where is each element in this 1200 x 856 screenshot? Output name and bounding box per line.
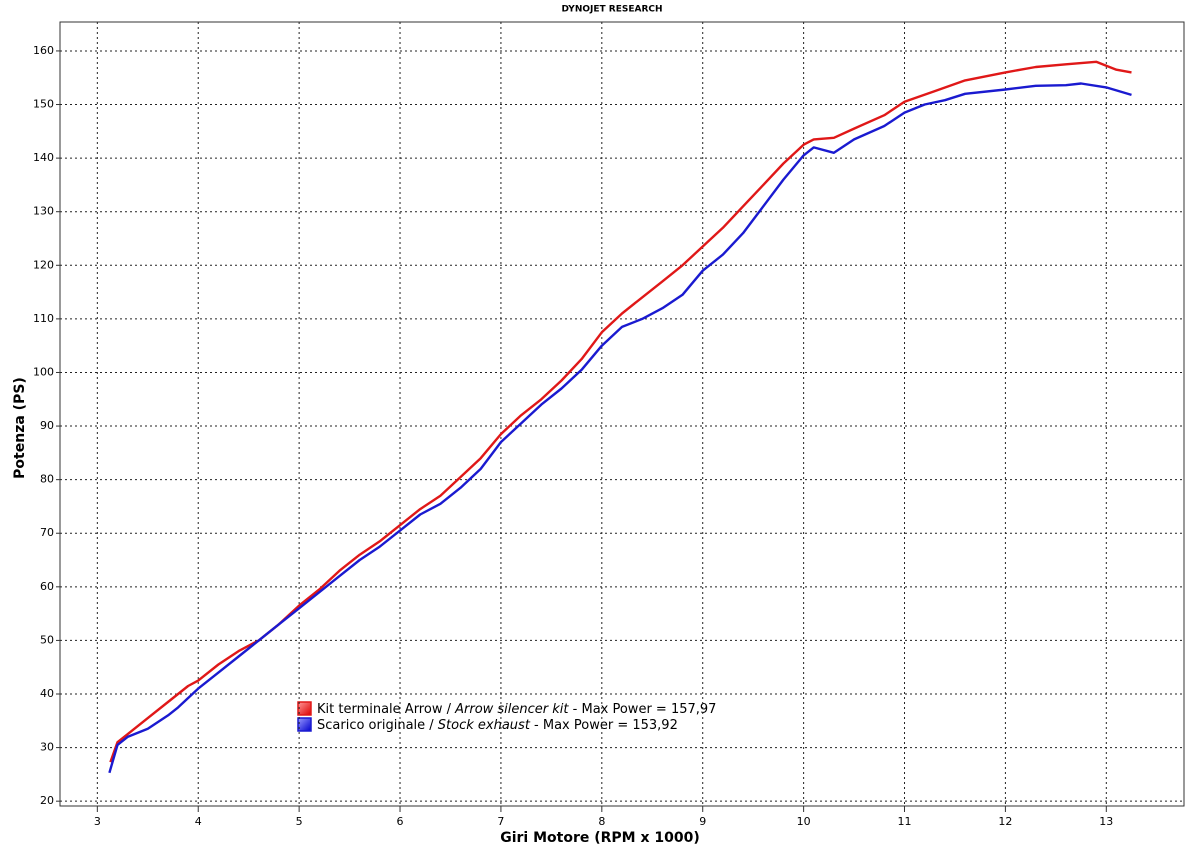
y-tick-label: 140: [33, 151, 54, 164]
legend-text: - Max Power = 157,97: [569, 702, 717, 717]
legend-text: Stock exhaust: [438, 718, 531, 733]
x-tick-label: 13: [1099, 815, 1113, 828]
x-axis-label: Giri Motore (RPM x 1000): [500, 830, 700, 846]
y-tick-label: 40: [40, 687, 54, 700]
y-tick-label: 160: [33, 44, 54, 57]
x-tick-label: 7: [497, 815, 504, 828]
x-tick-label: 10: [797, 815, 811, 828]
power-curve: [109, 60, 1132, 763]
legend-text: Scarico originale /: [317, 718, 438, 733]
x-tick-label: 5: [296, 815, 303, 828]
x-tick-label: 12: [998, 815, 1012, 828]
y-tick-label: 50: [40, 633, 54, 646]
legend-swatch: [297, 701, 312, 716]
y-tick-label: 70: [40, 526, 54, 539]
legend-label: Scarico originale / Stock exhaust - Max …: [317, 718, 678, 733]
y-tick-label: 80: [40, 473, 54, 486]
y-tick-label: 100: [33, 365, 54, 378]
x-tick-label: 3: [94, 815, 101, 828]
legend-text: Arrow silencer kit: [454, 702, 569, 717]
plot-area: [59, 21, 1185, 807]
legend-label: Kit terminale Arrow / Arrow silencer kit…: [317, 702, 716, 717]
x-tick-label: 8: [598, 815, 605, 828]
y-tick-label: 60: [40, 580, 54, 593]
x-tick-label: 6: [397, 815, 404, 828]
x-tick-label: 11: [898, 815, 912, 828]
y-tick-label: 120: [33, 258, 54, 271]
chart-title: DYNOJET RESEARCH: [561, 5, 662, 15]
legend-text: Kit terminale Arrow /: [317, 702, 455, 717]
legend: Kit terminale Arrow / Arrow silencer kit…: [297, 701, 716, 733]
x-tick-label: 4: [195, 815, 202, 828]
y-tick-label: 30: [40, 741, 54, 754]
legend-text: - Max Power = 153,92: [530, 718, 678, 733]
y-tick-label: 110: [33, 312, 54, 325]
y-tick-label: 150: [33, 98, 54, 111]
legend-swatch: [297, 717, 312, 732]
y-tick-label: 90: [40, 419, 54, 432]
y-axis-label: Potenza (PS): [12, 377, 28, 479]
y-tick-label: 130: [33, 205, 54, 218]
y-tick-label: 20: [40, 794, 54, 807]
power-curve: [108, 82, 1132, 774]
x-tick-label: 9: [699, 815, 706, 828]
